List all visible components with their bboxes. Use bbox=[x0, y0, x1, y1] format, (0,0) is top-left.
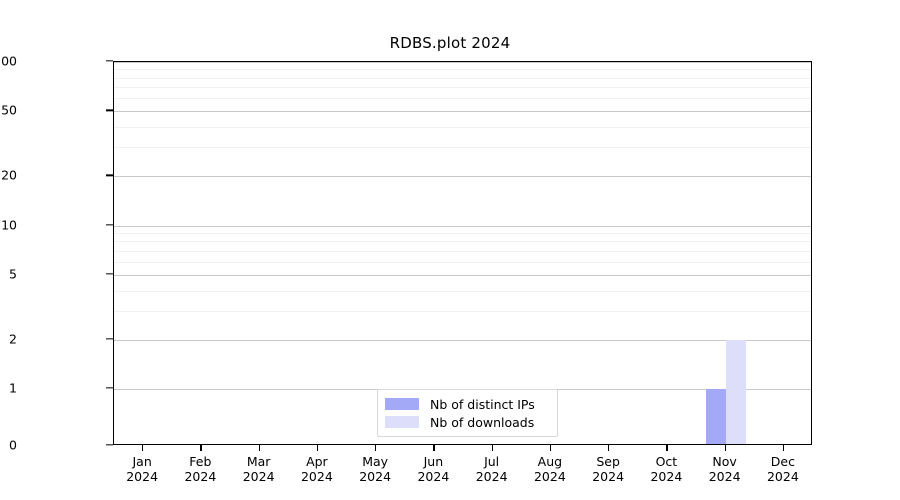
legend-swatch-icon bbox=[385, 398, 419, 410]
x-tick-label: Aug 2024 bbox=[534, 454, 566, 484]
x-tick-label-line: Jul bbox=[484, 454, 500, 469]
y-tick-label: 5 bbox=[9, 266, 17, 282]
legend-item-downloads[interactable]: Nb of downloads bbox=[385, 413, 548, 431]
x-tick-label-line: 2024 bbox=[126, 469, 159, 484]
x-tick-mark bbox=[142, 445, 144, 451]
x-tick-mark bbox=[491, 445, 493, 451]
minor-gridline bbox=[114, 261, 811, 263]
major-gridline bbox=[114, 62, 811, 63]
x-axis: Jan 2024 Feb 2024 Mar 2024 Apr 2024 May 2024 Jun 20… bbox=[0, 445, 900, 500]
x-tick-label: Sep 2024 bbox=[592, 454, 624, 484]
x-tick-label: Mar 2024 bbox=[243, 454, 275, 484]
major-gridline bbox=[114, 111, 811, 113]
y-tick-mark bbox=[106, 174, 113, 176]
x-tick-label: Oct 2024 bbox=[650, 454, 682, 484]
major-gridline bbox=[114, 225, 811, 227]
x-tick-label-line: May bbox=[362, 454, 389, 469]
x-tick-label-line: 2024 bbox=[184, 469, 217, 484]
x-tick-label-line: Dec bbox=[770, 454, 795, 469]
x-tick-label-line: Oct bbox=[655, 454, 678, 469]
x-tick-label-line: 2024 bbox=[592, 469, 625, 484]
y-tick-label: 20 bbox=[1, 167, 17, 183]
x-tick-label-line: 2024 bbox=[359, 469, 392, 484]
x-tick-mark bbox=[433, 445, 435, 451]
x-tick-label-line: 2024 bbox=[475, 469, 508, 484]
y-tick-label: 50 bbox=[1, 102, 17, 118]
minor-gridline bbox=[114, 127, 811, 129]
x-tick-label: Dec 2024 bbox=[767, 454, 799, 484]
chart-legend: Nb of distinct IPs Nb of downloads bbox=[377, 389, 558, 437]
minor-gridline bbox=[114, 250, 811, 252]
x-tick-label-line: 2024 bbox=[533, 469, 566, 484]
x-tick-label-line: Sep bbox=[596, 454, 620, 469]
x-tick-mark bbox=[782, 445, 785, 451]
x-tick-label-line: Jun bbox=[423, 454, 444, 469]
x-tick-label-line: 2024 bbox=[650, 469, 683, 484]
minor-gridline bbox=[114, 77, 811, 79]
minor-gridline bbox=[114, 87, 811, 89]
chart-title: RDBS.plot 2024 bbox=[389, 34, 511, 52]
minor-gridline bbox=[114, 232, 811, 234]
y-tick-label: 2 bbox=[9, 331, 17, 347]
legend-item-distinct-ips[interactable]: Nb of distinct IPs bbox=[385, 395, 548, 413]
bar-nov-2024-distinct-ips bbox=[705, 389, 726, 444]
y-tick-label: 100 bbox=[0, 53, 17, 69]
x-tick-mark bbox=[200, 445, 202, 451]
plot-area bbox=[113, 61, 812, 445]
x-tick-mark bbox=[666, 445, 668, 451]
major-gridline bbox=[114, 339, 811, 341]
major-gridline bbox=[114, 176, 811, 178]
x-tick-label: Feb 2024 bbox=[184, 454, 216, 484]
x-tick-label: Jan 2024 bbox=[126, 454, 158, 484]
y-tick-mark bbox=[106, 109, 113, 111]
x-tick-label-line: 2024 bbox=[708, 469, 741, 484]
bar-nov-2024-downloads bbox=[725, 339, 746, 444]
y-tick-mark bbox=[106, 273, 113, 275]
y-tick-mark bbox=[106, 60, 113, 62]
legend-label: Nb of downloads bbox=[430, 414, 535, 430]
minor-gridline bbox=[114, 147, 811, 149]
x-tick-label: Jun 2024 bbox=[417, 454, 449, 484]
x-tick-mark bbox=[724, 445, 726, 451]
x-tick-label-line: 2024 bbox=[417, 469, 450, 484]
x-tick-mark bbox=[316, 445, 319, 451]
minor-gridline bbox=[114, 290, 811, 292]
y-axis: 0 1 2 5 10 20 50 100 bbox=[0, 0, 113, 500]
y-tick-mark bbox=[106, 444, 113, 446]
x-tick-label: Nov 2024 bbox=[709, 454, 741, 484]
x-tick-label-line: Apr bbox=[306, 454, 328, 469]
x-tick-label-line: Jan bbox=[132, 454, 152, 469]
minor-gridline bbox=[114, 69, 811, 71]
y-tick-label: 0 bbox=[9, 437, 17, 453]
y-tick-label: 1 bbox=[9, 380, 17, 396]
x-tick-label-line: Aug bbox=[537, 454, 563, 469]
x-tick-label-line: Mar bbox=[246, 454, 271, 469]
x-tick-mark bbox=[608, 445, 610, 451]
y-tick-label: 10 bbox=[1, 217, 17, 232]
y-tick-mark bbox=[106, 387, 113, 389]
y-tick-mark bbox=[106, 223, 113, 226]
minor-gridline bbox=[114, 241, 811, 243]
x-tick-mark bbox=[375, 445, 377, 451]
legend-swatch-icon bbox=[385, 416, 419, 428]
x-tick-label-line: 2024 bbox=[766, 469, 799, 484]
minor-gridline bbox=[114, 98, 811, 100]
x-tick-mark bbox=[258, 445, 260, 451]
y-tick-mark bbox=[106, 338, 113, 340]
x-tick-label-line: 2024 bbox=[242, 469, 275, 484]
x-tick-label: Jul 2024 bbox=[476, 454, 508, 484]
x-tick-label-line: 2024 bbox=[300, 469, 333, 484]
x-tick-mark bbox=[549, 445, 552, 451]
x-tick-label-line: Feb bbox=[189, 454, 212, 469]
minor-gridline bbox=[114, 310, 811, 312]
x-tick-label-line: Nov bbox=[712, 454, 737, 469]
major-gridline bbox=[114, 274, 811, 276]
legend-label: Nb of distinct IPs bbox=[430, 396, 535, 412]
x-tick-label: May 2024 bbox=[359, 454, 391, 484]
x-tick-label: Apr 2024 bbox=[301, 454, 333, 484]
